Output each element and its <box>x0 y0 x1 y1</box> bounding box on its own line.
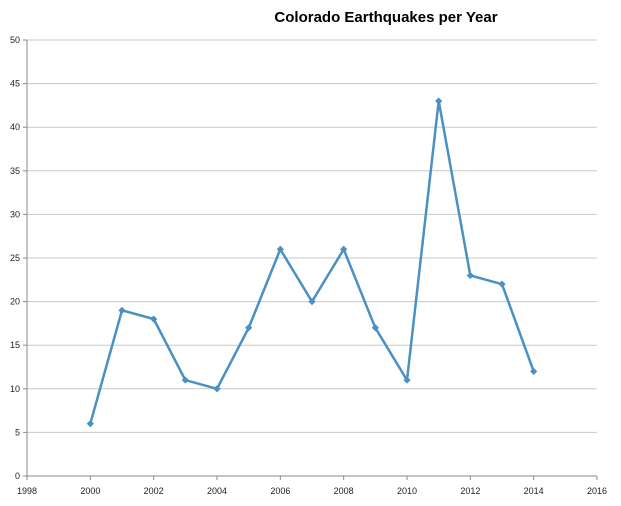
data-point-marker <box>340 245 348 253</box>
y-tick-label: 40 <box>10 122 20 132</box>
y-tick-label: 0 <box>15 471 20 481</box>
x-tick-label: 2016 <box>587 486 607 496</box>
axes <box>23 39 598 480</box>
x-tick-label: 2008 <box>334 486 354 496</box>
data-point-marker <box>150 315 158 323</box>
data-point-marker <box>498 280 506 288</box>
data-point-marker <box>276 245 284 253</box>
data-point-marker <box>435 97 443 105</box>
data-point-marker <box>466 271 474 280</box>
y-tick-label: 35 <box>10 166 20 176</box>
y-tick-labels: 0 5 10 15 20 25 30 35 40 45 50 <box>10 35 20 481</box>
data-point-marker <box>308 298 316 306</box>
data-point-marker <box>245 324 253 332</box>
data-point-marker <box>371 324 379 332</box>
x-tick-label: 2012 <box>460 486 480 496</box>
chart-title: Colorado Earthquakes per Year <box>274 9 497 26</box>
data-point-marker <box>530 367 538 375</box>
y-tick-label: 25 <box>10 253 20 263</box>
x-tick-labels: 1998 2000 2002 2004 2006 2008 2010 2012 2014 2016 <box>17 486 607 496</box>
y-tick-label: 30 <box>10 209 20 219</box>
y-tick-label: 15 <box>10 340 20 350</box>
y-tick-label: 50 <box>10 35 20 45</box>
x-tick-label: 1998 <box>17 486 37 496</box>
x-tick-label: 2004 <box>207 486 227 496</box>
x-tick-label: 2000 <box>80 486 100 496</box>
data-point-marker <box>181 376 189 384</box>
series-line <box>89 99 535 425</box>
x-tick-label: 2002 <box>144 486 164 496</box>
data-series <box>86 97 538 428</box>
y-tick-label: 10 <box>10 384 20 394</box>
data-point-marker <box>118 306 126 314</box>
y-tick-label: 45 <box>10 79 20 89</box>
data-point-marker <box>86 420 94 428</box>
x-tick-label: 2014 <box>524 486 544 496</box>
x-tick-label: 2006 <box>270 486 290 496</box>
x-tick-label: 2010 <box>397 486 417 496</box>
data-point-marker <box>403 376 411 384</box>
y-tick-label: 5 <box>15 427 20 437</box>
data-point-marker <box>213 385 221 393</box>
y-tick-label: 20 <box>10 297 20 307</box>
gridlines <box>27 39 597 433</box>
